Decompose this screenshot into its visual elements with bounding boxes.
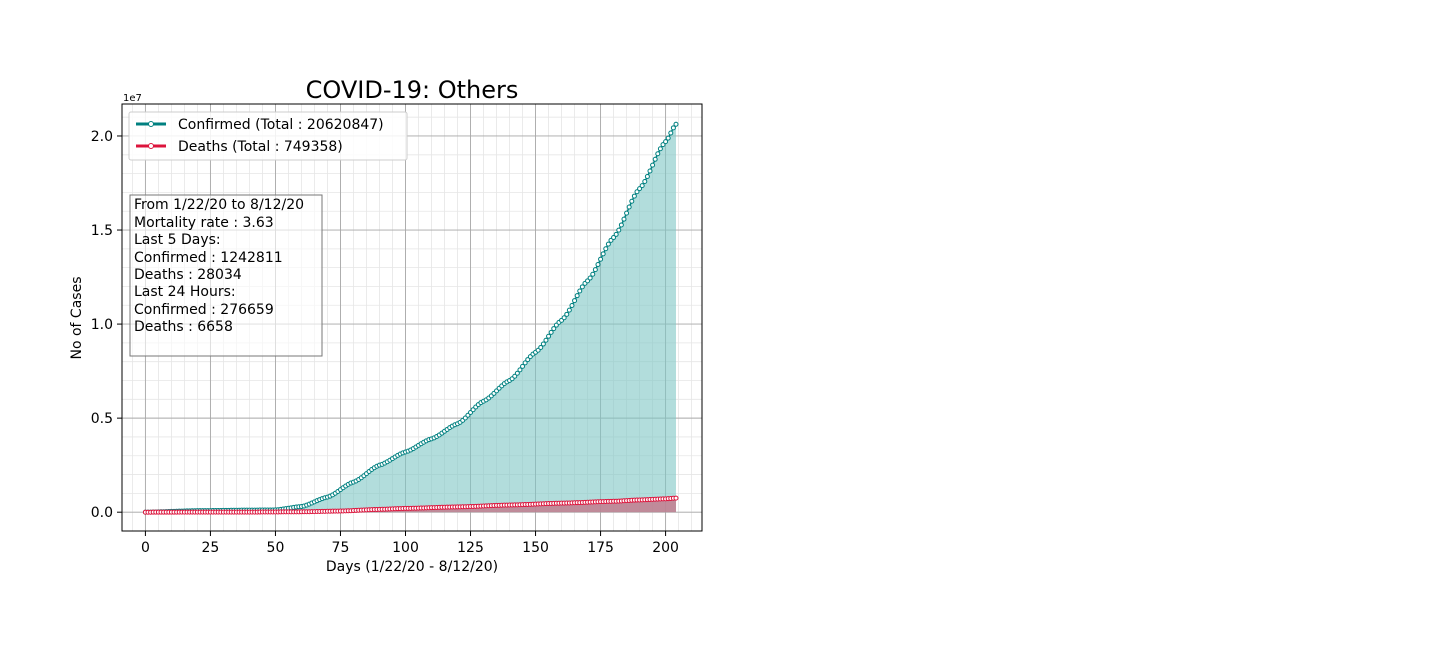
series-markers [142,121,679,515]
x-tick-label: 125 [457,540,484,556]
y-tick-label: 0.0 [91,505,113,521]
plot-frame [121,103,703,532]
confirmed-point [512,373,518,379]
confirmed-point [577,288,583,294]
confirmed-point [574,293,580,299]
info-line-last5-deaths: Deaths : 28034 [134,267,242,283]
confirmed-point [543,337,549,343]
confirmed-point [540,341,546,347]
info-box-frame [129,194,323,357]
confirmed-point [668,130,674,136]
confirmed-point [642,179,648,184]
info-line-last5-confirmed: Confirmed : 1242811 [134,250,283,266]
confirmed-point [650,162,656,168]
x-tick-label: 175 [587,540,614,556]
confirmed-point [587,275,593,281]
x-tick-label: 0 [141,540,150,556]
y-offset-label: 1e7 [123,93,142,104]
confirmed-point [605,241,611,247]
x-tick-label: 75 [332,540,350,556]
confirmed-point [551,326,557,332]
confirmed-point [595,262,601,268]
confirmed-point [517,367,523,373]
confirmed-point [561,315,567,321]
x-tick-label: 100 [392,540,419,556]
confirmed-point [655,151,661,157]
confirmed-point [546,333,552,339]
confirmed-point [522,360,528,366]
confirmed-point [598,256,604,262]
deaths-area [145,498,676,513]
y-tick-label: 1.5 [91,223,113,239]
confirmed-point [525,357,531,363]
area-fills [145,124,676,513]
legend-confirmed-marker [148,121,154,127]
confirmed-point [626,204,632,210]
chart-title: COVID-19: Others [306,76,519,104]
confirmed-point [618,222,624,228]
confirmed-point [657,146,663,152]
x-tick-label: 150 [522,540,549,556]
confirmed-point [647,168,653,174]
legend-confirmed-label: Confirmed (Total : 20620847) [178,117,384,133]
deaths-point [673,495,679,501]
y-tick-label: 1.0 [91,317,113,333]
confirmed-point [611,235,617,241]
confirmed-area [145,124,676,513]
confirmed-point [603,246,609,252]
y-tick-label: 0.5 [91,411,113,427]
confirmed-point [631,193,637,199]
confirmed-point [572,298,578,304]
info-line-mortality: Mortality rate : 3.63 [134,215,274,231]
confirmed-point [624,210,630,216]
info-line-last24-confirmed: Confirmed : 276659 [134,302,274,318]
confirmed-point [665,135,671,141]
confirmed-point [564,311,570,317]
confirmed-point [652,156,658,162]
legend: Confirmed (Total : 20620847) Deaths (Tot… [128,111,408,161]
confirmed-point [660,142,666,148]
x-axis-label: Days (1/22/20 - 8/12/20) [326,559,498,575]
info-box: From 1/22/20 to 8/12/20 Mortality rate :… [129,194,323,357]
confirmed-point [514,370,520,376]
x-tick-label: 200 [652,540,679,556]
confirmed-point [634,189,640,195]
confirmed-point [520,363,526,369]
confirmed-point [548,329,554,335]
confirmed-point [639,183,645,189]
info-line-last24-deaths: Deaths : 6658 [134,319,233,335]
legend-box [128,111,408,161]
info-line-last5-header: Last 5 Days: [134,232,221,248]
confirmed-point [616,227,622,233]
info-line-last24-header: Last 24 Hours: [134,284,236,300]
confirmed-point [600,251,606,257]
info-line-date-range: From 1/22/20 to 8/12/20 [134,197,304,213]
confirmed-point [590,271,596,277]
confirmed-point [637,186,643,192]
confirmed-point [592,267,598,273]
confirmed-point [673,121,679,127]
confirmed-point [621,216,627,222]
y-tick-label: 2.0 [91,129,113,145]
confirmed-point [579,284,585,290]
confirmed-point [670,125,676,131]
confirmed-point [663,139,669,145]
confirmed-point [569,302,575,308]
confirmed-point [613,231,619,237]
legend-deaths-marker [148,143,154,149]
confirmed-point [644,174,650,180]
y-axis-label: No of Cases [69,277,85,360]
confirmed-point [566,307,572,313]
confirmed-point [629,198,635,204]
confirmed-point [538,344,544,350]
axis-ticks: 0 25 50 75 100 125 150 175 200 0.0 0.5 1.0 1.5 2.0 [91,129,679,556]
legend-deaths-label: Deaths (Total : 749358) [178,139,343,155]
x-tick-label: 25 [202,540,220,556]
x-tick-label: 50 [267,540,285,556]
